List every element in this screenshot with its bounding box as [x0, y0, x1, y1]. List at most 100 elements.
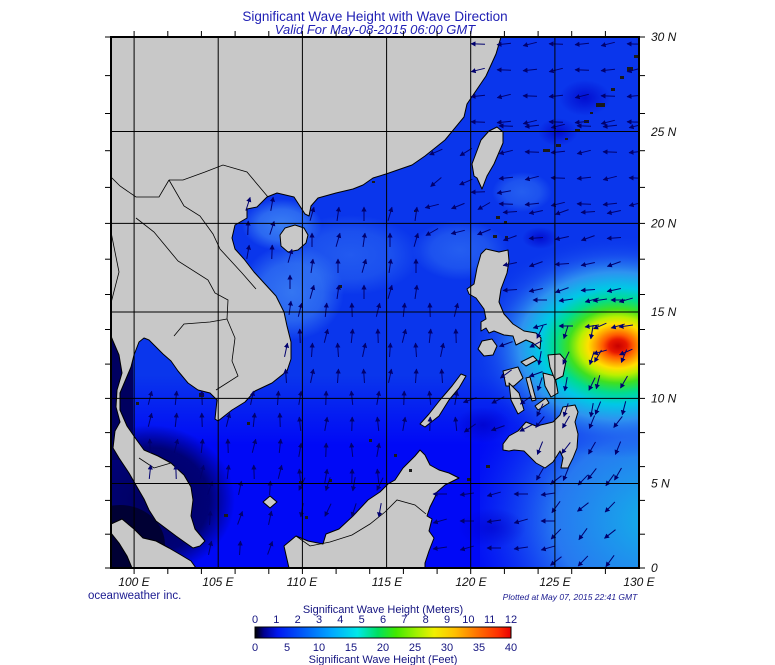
wave-direction-arrow: [576, 175, 592, 181]
legend-feet-tick: 0: [252, 642, 258, 654]
wave-direction-arrow: [606, 235, 622, 241]
wave-direction-arrow: [427, 328, 433, 344]
wave-direction-arrow: [498, 175, 514, 181]
map-frame: [110, 36, 640, 569]
wave-direction-arrow: [324, 503, 332, 517]
wave-direction-arrow: [529, 340, 543, 348]
wave-direction-arrow: [593, 322, 607, 330]
wave-direction-arrow: [580, 209, 596, 215]
wave-direction-arrow: [207, 540, 214, 555]
lat-label: 15 N: [651, 305, 677, 319]
lon-label: 115 E: [372, 575, 403, 589]
wave-direction-arrow: [199, 464, 206, 479]
wave-direction-arrow: [413, 284, 419, 300]
wave-direction-arrow: [297, 416, 303, 432]
wave-direction-arrow: [237, 510, 244, 525]
wave-direction-arrow: [496, 189, 511, 195]
legend-feet-tick: 5: [284, 642, 290, 654]
wave-direction-arrow: [387, 258, 393, 274]
wave-direction-arrow: [453, 302, 460, 317]
wave-direction-arrow: [309, 368, 316, 383]
lat-label: 5 N: [651, 477, 670, 491]
wave-direction-arrow: [350, 503, 357, 518]
wave-direction-arrow: [528, 209, 543, 216]
wave-direction-arrow: [588, 415, 596, 429]
wave-direction-arrow: [606, 261, 621, 268]
company-credit: oceanweather inc.: [88, 590, 181, 602]
legend-meters-tick: 9: [444, 614, 450, 626]
lat-axis-labels: 30 N 25 N 20 N 15 N 10 N 5 N 0: [650, 30, 677, 575]
wave-direction-arrow: [522, 67, 538, 73]
legend-meters-tick: 1: [273, 614, 279, 626]
patch-ryukyu-dark1: [559, 80, 611, 116]
wave-direction-arrow: [536, 467, 544, 481]
wave-direction-arrow: [486, 491, 501, 498]
wave-direction-arrow: [287, 248, 294, 263]
wave-direction-arrow: [323, 416, 329, 431]
wave-direction-arrow: [628, 124, 639, 130]
wave-direction-arrow: [550, 123, 565, 130]
wave-direction-arrow: [576, 149, 591, 156]
wave-direction-arrow: [592, 297, 608, 303]
wave-direction-arrow: [377, 503, 383, 518]
wave-direction-arrow: [309, 206, 316, 221]
lat-label: 0: [651, 561, 658, 575]
wave-direction-arrow: [551, 501, 561, 514]
wave-direction-arrow: [562, 415, 570, 429]
land-bohol: [534, 397, 550, 411]
lon-label: 110 E: [287, 575, 318, 589]
wave-direction-arrow: [604, 529, 616, 539]
wave-direction-arrow: [577, 555, 589, 567]
wave-direction-arrow: [522, 119, 537, 126]
legend-feet-tick: 10: [313, 642, 325, 654]
wave-direction-arrow: [486, 518, 502, 524]
wave-direction-arrow: [283, 368, 289, 384]
wave-direction-arrow: [602, 123, 618, 129]
wave-direction-arrow: [283, 342, 290, 357]
wave-direction-arrow: [147, 464, 153, 480]
wave-direction-arrow: [401, 416, 407, 431]
wave-direction-arrow: [450, 229, 465, 236]
land-asia-mainland: [111, 37, 502, 549]
wave-direction-arrow: [558, 297, 574, 303]
wave-direction-arrow: [602, 201, 618, 207]
wave-direction-arrow: [554, 261, 570, 267]
wave-direction-arrow: [589, 325, 595, 340]
legend-feet-title: Significant Wave Height (Feet): [309, 654, 458, 665]
wave-direction-arrow: [554, 209, 569, 216]
land-sumatra: [111, 518, 197, 568]
legend-feet-tick: 40: [505, 642, 517, 654]
legend-meters-tick: 0: [252, 614, 258, 626]
wave-direction-arrow: [496, 93, 511, 100]
wave-direction-arrow: [600, 67, 616, 73]
wave-direction-arrow: [578, 528, 588, 541]
wave-direction-arrow: [335, 232, 342, 247]
wave-direction-arrow: [577, 502, 589, 512]
wave-direction-arrow: [375, 442, 381, 457]
legend-feet-tick: 35: [473, 642, 485, 654]
wave-direction-arrow: [606, 287, 621, 294]
wave-direction-arrow: [375, 302, 382, 317]
wave-direction-arrow: [401, 328, 408, 343]
legend-meters-tick: 10: [462, 614, 474, 626]
wave-direction-arrow: [618, 323, 634, 329]
wave-direction-arrow: [251, 438, 258, 453]
wave-direction-arrow: [554, 287, 569, 294]
wave-direction-arrow: [199, 438, 205, 454]
wave-direction-arrow: [459, 491, 475, 497]
wave-direction-arrow: [237, 540, 243, 556]
patch-se-taiwan: [492, 172, 552, 212]
wave-direction-arrow: [620, 401, 627, 416]
page-title: Significant Wave Height with Wave Direct…: [242, 9, 507, 24]
legend-feet-ticks: 0 5 10 15 20 25 30 35 40: [252, 642, 517, 654]
wave-direction-arrow: [375, 416, 381, 432]
legend-feet-tick: 30: [441, 642, 453, 654]
land-taiwan: [471, 126, 504, 190]
wave-direction-arrow: [580, 287, 596, 293]
lon-label: 130 E: [623, 575, 655, 589]
wave-direction-arrow: [498, 149, 513, 156]
wave-direction-arrow: [430, 177, 442, 187]
wave-direction-arrow: [524, 175, 539, 182]
wave-direction-arrow: [323, 328, 330, 343]
